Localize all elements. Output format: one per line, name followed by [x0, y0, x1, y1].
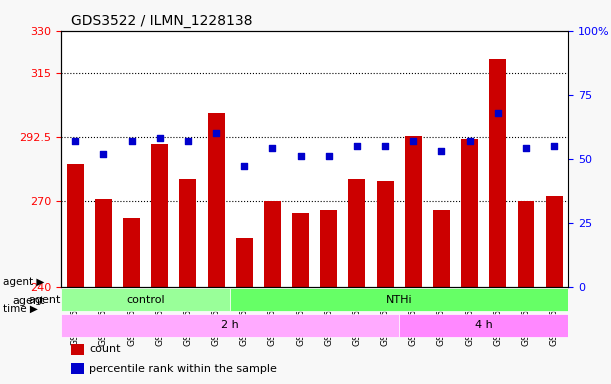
Bar [258, 31, 287, 287]
Bar [264, 201, 281, 287]
Point [70, 138, 80, 144]
Point [98, 151, 108, 157]
Bar [456, 31, 484, 287]
FancyBboxPatch shape [61, 314, 399, 337]
Point [493, 109, 503, 116]
Text: GDS3522 / ILMN_1228138: GDS3522 / ILMN_1228138 [71, 14, 253, 28]
Point [240, 163, 249, 169]
FancyBboxPatch shape [399, 314, 568, 337]
Bar [236, 238, 253, 287]
Bar [512, 31, 540, 287]
Point [465, 138, 475, 144]
Bar [208, 113, 224, 287]
Bar [484, 31, 512, 287]
Text: 4 h: 4 h [475, 320, 492, 330]
Text: percentile rank within the sample: percentile rank within the sample [89, 364, 277, 374]
Bar [95, 199, 112, 287]
Point [155, 135, 164, 141]
Point [549, 143, 559, 149]
Bar [320, 210, 337, 287]
Point [268, 146, 277, 152]
Bar [461, 139, 478, 287]
FancyBboxPatch shape [230, 288, 568, 311]
Bar [540, 31, 568, 287]
Text: agent ▶: agent ▶ [3, 277, 45, 287]
Point [183, 138, 193, 144]
Point [408, 138, 418, 144]
Bar [89, 31, 117, 287]
Bar [343, 31, 371, 287]
Point [296, 153, 306, 159]
Bar [152, 144, 168, 287]
Point [211, 130, 221, 136]
Bar [67, 164, 84, 287]
Bar [230, 31, 258, 287]
Text: agent: agent [29, 295, 61, 305]
Text: agent: agent [12, 296, 45, 306]
Bar [292, 213, 309, 287]
Bar [489, 59, 507, 287]
Point [352, 143, 362, 149]
Bar [202, 31, 230, 287]
Point [380, 143, 390, 149]
Point [126, 138, 136, 144]
Bar [433, 210, 450, 287]
Point [521, 146, 531, 152]
Bar [71, 344, 84, 355]
Text: 2 h: 2 h [221, 320, 239, 330]
Bar [287, 31, 315, 287]
Bar [123, 218, 140, 287]
Bar [71, 363, 84, 374]
FancyBboxPatch shape [61, 288, 230, 311]
Bar [180, 179, 196, 287]
Point [324, 153, 334, 159]
Bar [405, 136, 422, 287]
Bar [546, 196, 563, 287]
Bar [427, 31, 456, 287]
Point [436, 148, 446, 154]
Bar [174, 31, 202, 287]
Bar [371, 31, 399, 287]
Text: NTHi: NTHi [386, 295, 412, 305]
Bar [145, 31, 174, 287]
Text: count: count [89, 344, 120, 354]
Bar [399, 31, 427, 287]
Bar [348, 179, 365, 287]
Bar [376, 182, 393, 287]
Bar [315, 31, 343, 287]
Bar [518, 201, 535, 287]
Bar [117, 31, 145, 287]
Text: control: control [126, 295, 165, 305]
Bar [61, 31, 89, 287]
Text: time ▶: time ▶ [3, 304, 38, 314]
